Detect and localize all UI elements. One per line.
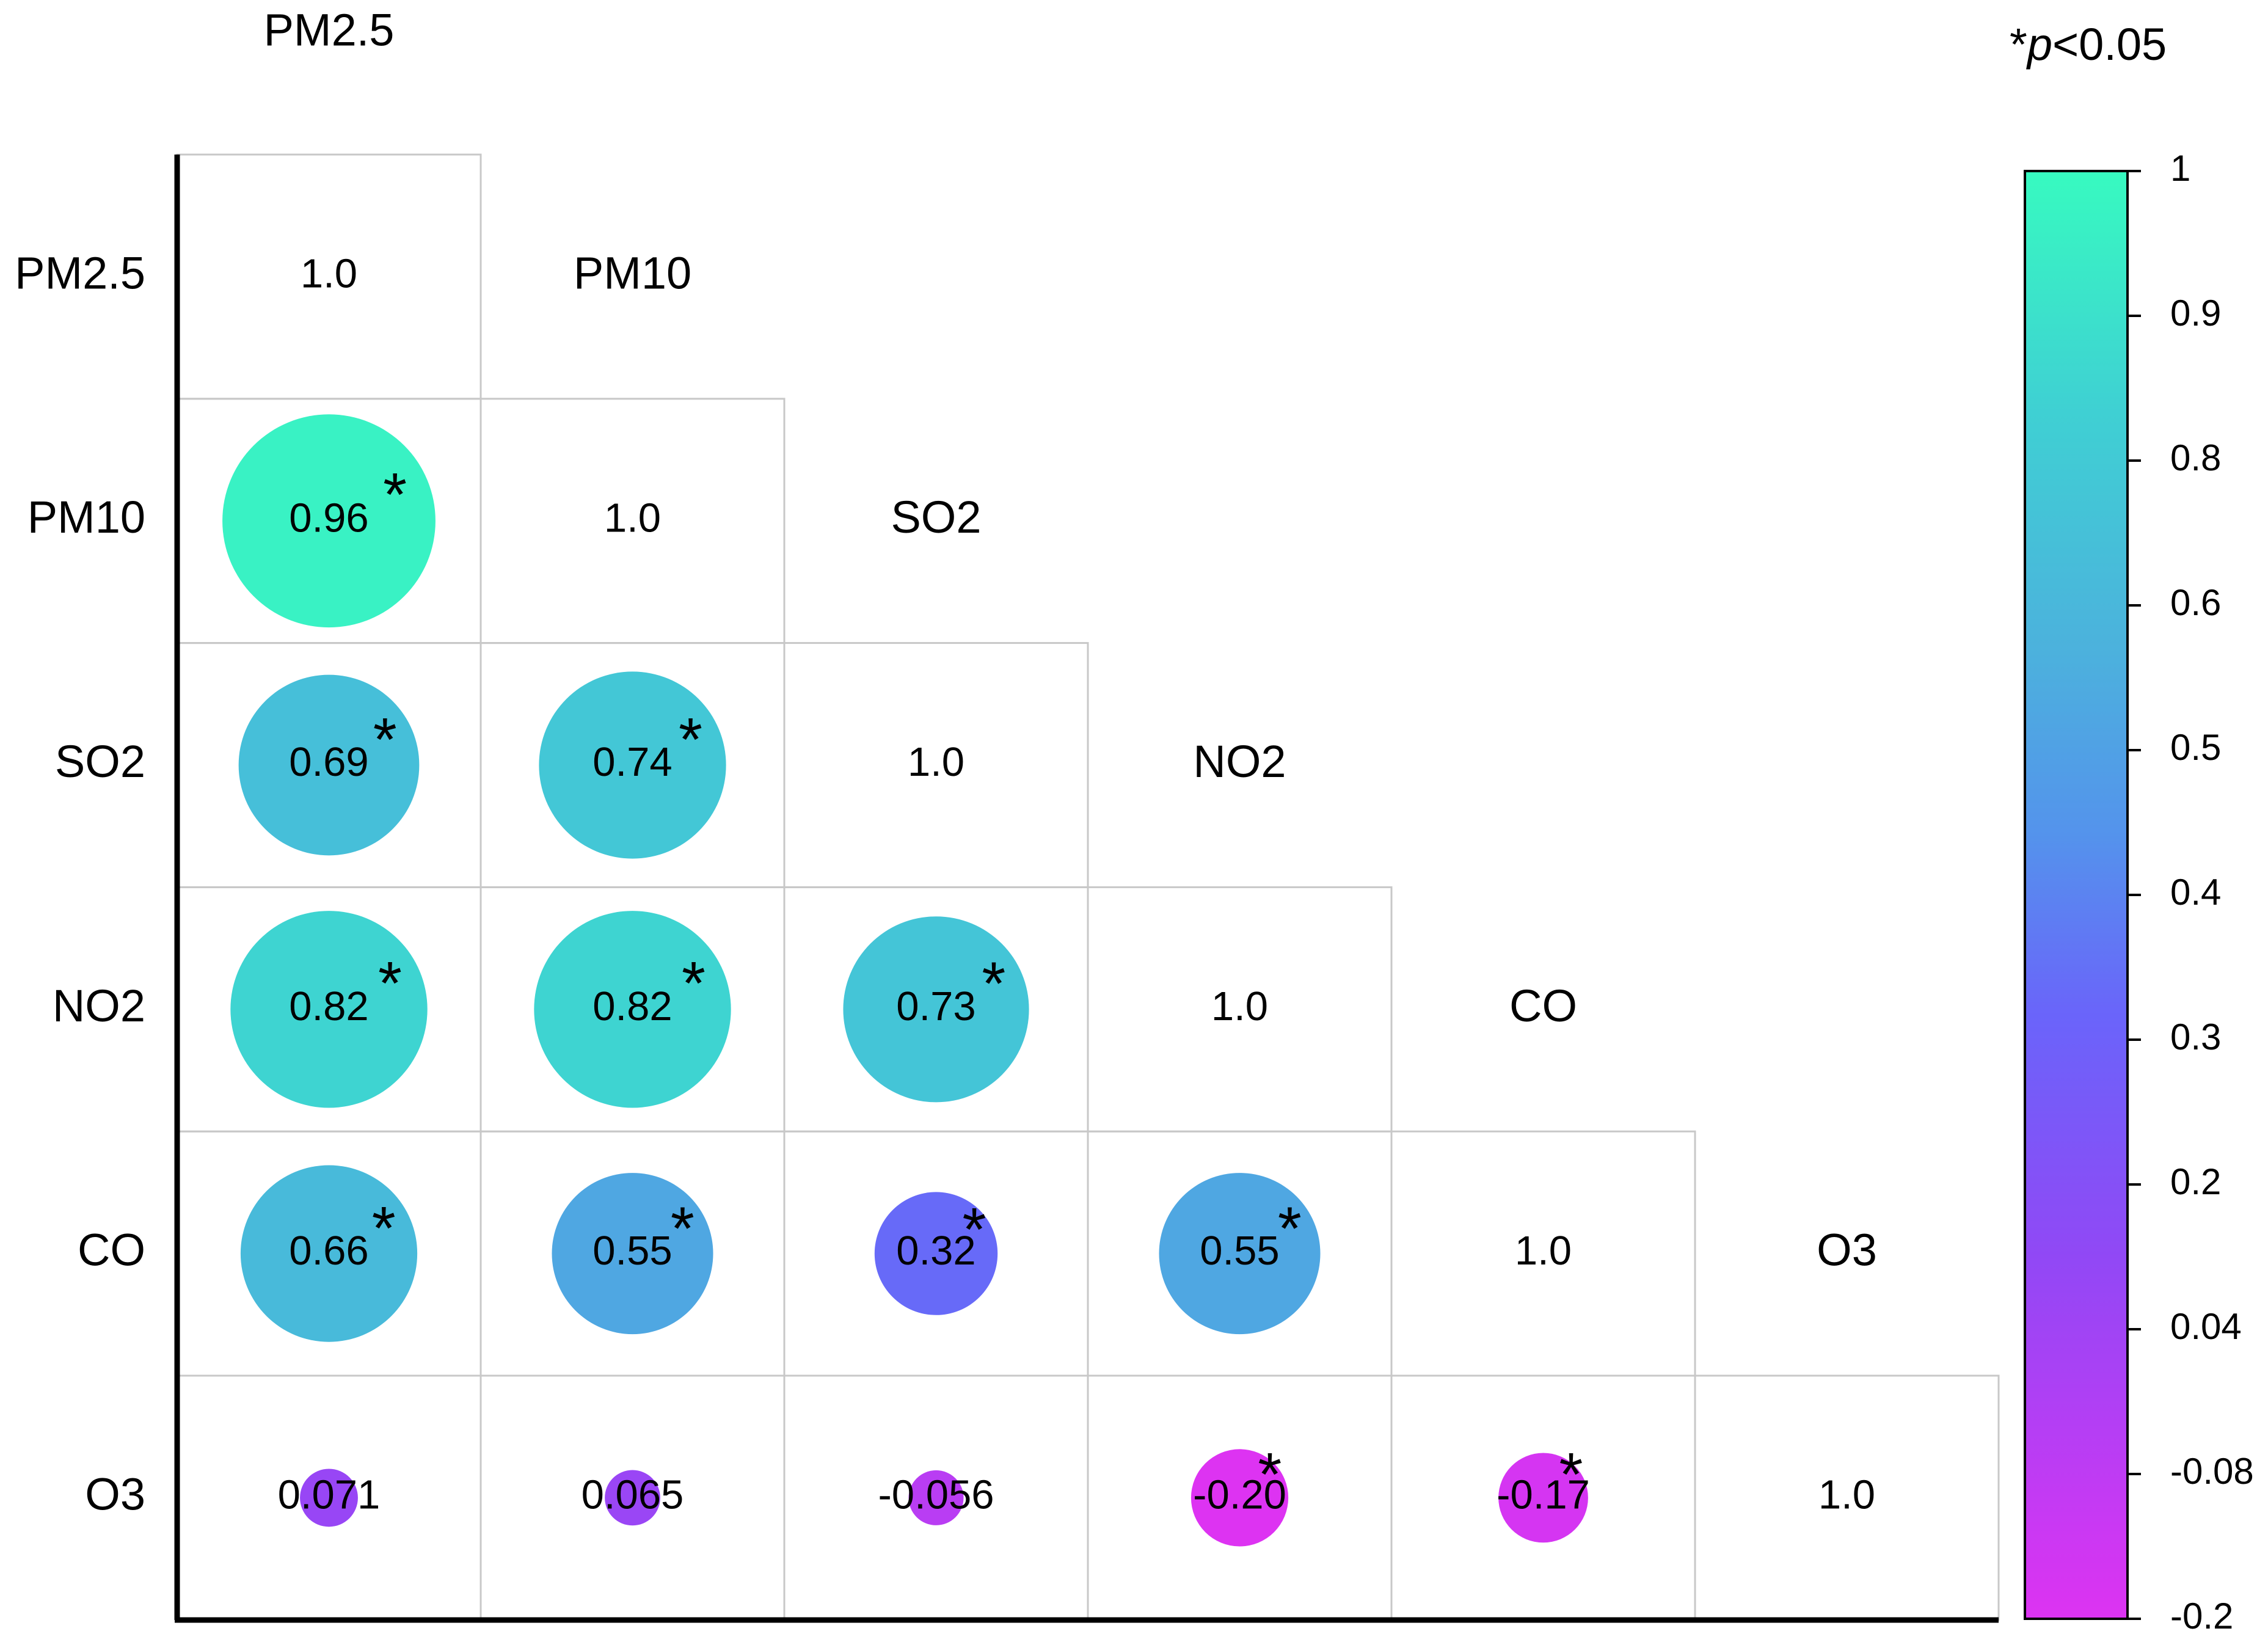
correlation-value: 0.071 <box>278 1472 381 1518</box>
correlation-circle <box>230 911 428 1108</box>
colorbar-tick-label: 0.4 <box>2170 872 2221 913</box>
row-label: PM2.5 <box>15 247 145 298</box>
colorbar-tick-label: -0.2 <box>2170 1596 2233 1637</box>
colorbar-tick-label: 0.5 <box>2170 727 2221 768</box>
diagonal-value: 1.0 <box>301 251 357 297</box>
correlation-circle <box>222 414 436 628</box>
correlation-circle <box>908 1470 964 1525</box>
correlation-value: 0.82 <box>289 983 368 1029</box>
correlation-value: 0.69 <box>289 739 368 785</box>
correlation-circle <box>240 1165 418 1342</box>
significance-star: * <box>372 1194 396 1263</box>
correlation-value: 0.66 <box>289 1228 368 1274</box>
significance-star: * <box>679 706 702 774</box>
significance-star: * <box>373 706 397 774</box>
colorbar-tick-label: 0.04 <box>2170 1306 2242 1347</box>
correlation-cells: 1.01.01.01.01.01.00.96 *0.69 * 0.74 *0.82 * 0.… <box>222 251 1875 1547</box>
colorbar-tick-label: 0.2 <box>2170 1161 2221 1202</box>
correlation-circle <box>1159 1173 1321 1335</box>
colorbar-tick-label: 0.6 <box>2170 582 2221 623</box>
correlation-value: 0.32 <box>896 1228 975 1274</box>
correlation-circle <box>874 1192 998 1315</box>
significance-star: * <box>1278 1194 1302 1263</box>
colorbar-tick-label: -0.08 <box>2170 1451 2254 1492</box>
row-label: O3 <box>85 1469 145 1519</box>
column-label: PM10 <box>574 247 691 298</box>
correlation-value: 0.55 <box>593 1228 672 1274</box>
significance-note-star: * <box>2010 19 2027 70</box>
significance-star: * <box>982 950 1005 1018</box>
colorbar-ticks: 1 0.9 0.8 0.6 0.5 0.4 0.3 0.2 0.04 -0.08 -0.2 <box>2128 148 2254 1637</box>
colorbar: 1 0.9 0.8 0.6 0.5 0.4 0.3 0.2 0.04 -0.08 -0.2 <box>2024 148 2254 1637</box>
correlation-value: -0.056 <box>878 1472 994 1518</box>
axes <box>174 155 1999 1623</box>
significance-note-threshold: <0.05 <box>2052 19 2167 70</box>
significance-note-p: p <box>2026 19 2052 70</box>
correlation-circle <box>1191 1449 1289 1547</box>
column-label: SO2 <box>891 492 981 542</box>
row-label: SO2 <box>55 736 145 787</box>
correlation-value: 0.96 <box>289 495 368 541</box>
colorbar-tick-label: 0.8 <box>2170 437 2221 478</box>
correlation-value: 0.74 <box>593 739 672 785</box>
correlation-circle <box>1498 1453 1588 1543</box>
correlation-circle <box>539 671 726 859</box>
row-label: NO2 <box>53 980 145 1031</box>
diagonal-value: 1.0 <box>1818 1472 1875 1518</box>
correlation-circle <box>552 1173 713 1335</box>
correlation-circle <box>300 1469 358 1527</box>
column-label: NO2 <box>1193 736 1286 787</box>
correlation-value: -0.17 <box>1497 1472 1590 1518</box>
significance-star: * <box>1258 1440 1282 1509</box>
correlation-circle <box>238 674 420 856</box>
correlation-value: 0.73 <box>896 983 975 1029</box>
grid-lines <box>176 153 2000 1621</box>
diagonal-value: 1.0 <box>1515 1228 1572 1274</box>
significance-star: * <box>383 461 407 529</box>
significance-star: * <box>962 1195 986 1264</box>
significance-star: * <box>378 949 402 1018</box>
variable-labels: PM2.5 PM2.5 PM10 PM10 SO2 SO2 NO2 NO2 CO CO O3 O3 <box>15 5 1877 1520</box>
significance-star: * <box>682 949 706 1018</box>
column-label: PM2.5 <box>264 5 395 56</box>
column-label: O3 <box>1817 1225 1877 1275</box>
diagonal-value: 1.0 <box>908 739 964 785</box>
significance-note: *p<0.05 <box>2010 19 2167 70</box>
colorbar-tick-label: 0.9 <box>2170 293 2221 334</box>
correlation-value: 0.065 <box>582 1472 684 1518</box>
column-label: CO <box>1509 980 1577 1031</box>
row-label: CO <box>78 1225 145 1275</box>
correlation-value: 0.55 <box>1200 1228 1279 1274</box>
diagonal-value: 1.0 <box>1211 983 1268 1029</box>
correlation-value: 0.82 <box>593 983 672 1029</box>
colorbar-tick-label: 1 <box>2170 148 2190 189</box>
correlation-value: -0.20 <box>1193 1472 1286 1518</box>
significance-star: * <box>671 1194 695 1263</box>
correlation-circle <box>534 911 731 1108</box>
significance-star: * <box>1559 1440 1583 1509</box>
diagonal-value: 1.0 <box>604 495 661 541</box>
correlation-circle <box>843 916 1029 1103</box>
colorbar-tick-label: 0.3 <box>2170 1016 2221 1057</box>
colorbar-gradient <box>2024 170 2129 1620</box>
row-label: PM10 <box>27 492 145 542</box>
correlation-circle <box>605 1470 660 1526</box>
